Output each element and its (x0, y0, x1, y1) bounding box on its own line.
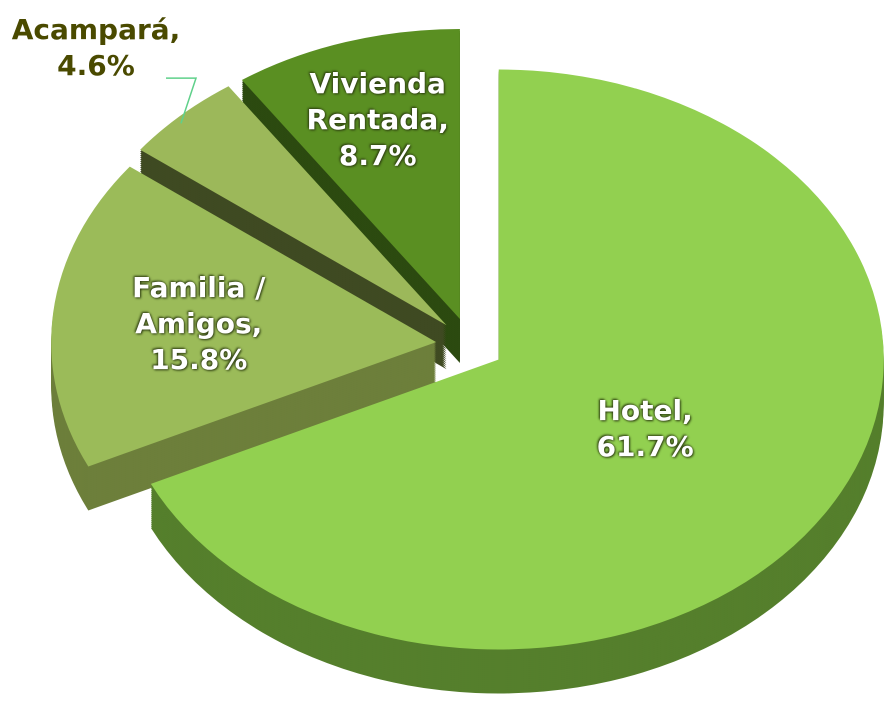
slice-top (51, 166, 437, 467)
value-label: 4.6% (57, 49, 135, 83)
category-label: Hotel, (597, 394, 693, 428)
slice-top (150, 69, 884, 650)
data-label: Hotel, 61.7% (555, 393, 735, 465)
data-label: Familia / Amigos, 15.8% (109, 270, 289, 378)
value-label: 8.7% (338, 138, 417, 172)
data-label: Acampará, 4.6% (6, 12, 186, 84)
slice-top (241, 29, 460, 320)
category-label: Acampará, (11, 13, 181, 47)
slice-top (140, 86, 447, 326)
value-label: 61.7% (596, 430, 694, 464)
pie-slice (51, 166, 437, 511)
category-label: Vivienda Rentada, (306, 66, 449, 136)
data-label: Vivienda Rentada, 8.7% (288, 66, 468, 174)
leader-line (166, 77, 198, 124)
category-label: Familia / Amigos, (132, 270, 266, 340)
pie-slice (150, 69, 884, 694)
value-label: 15.8% (150, 342, 248, 376)
